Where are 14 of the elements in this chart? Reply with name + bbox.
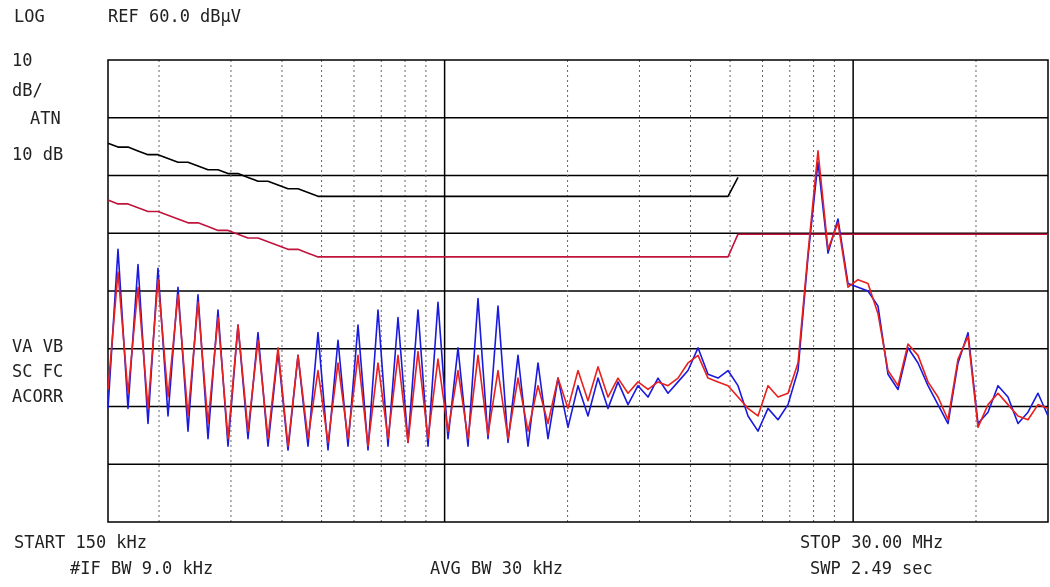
text: AVG BW 30 kHz xyxy=(430,558,564,578)
text: dB/ xyxy=(12,80,43,100)
text: START 150 kHz xyxy=(14,532,148,552)
text: LOG xyxy=(14,6,45,26)
text: ACORR xyxy=(12,386,64,406)
text: ATN xyxy=(30,108,61,128)
text: REF 60.0 dBµV xyxy=(108,6,242,26)
text: SWP 2.49 sec xyxy=(810,558,933,578)
text: SC FC xyxy=(12,361,64,381)
text: STOP 30.00 MHz xyxy=(800,532,944,552)
text: 10 xyxy=(12,50,33,70)
text: VA VB xyxy=(12,336,64,356)
text: 10 dB xyxy=(12,144,64,164)
text: #IF BW 9.0 kHz xyxy=(70,558,214,578)
